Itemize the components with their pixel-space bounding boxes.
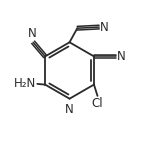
Text: N: N (28, 27, 37, 40)
Text: N: N (65, 103, 74, 116)
Text: N: N (117, 50, 125, 63)
Text: H₂N: H₂N (14, 77, 36, 90)
Text: N: N (100, 21, 109, 34)
Text: Cl: Cl (92, 97, 103, 110)
